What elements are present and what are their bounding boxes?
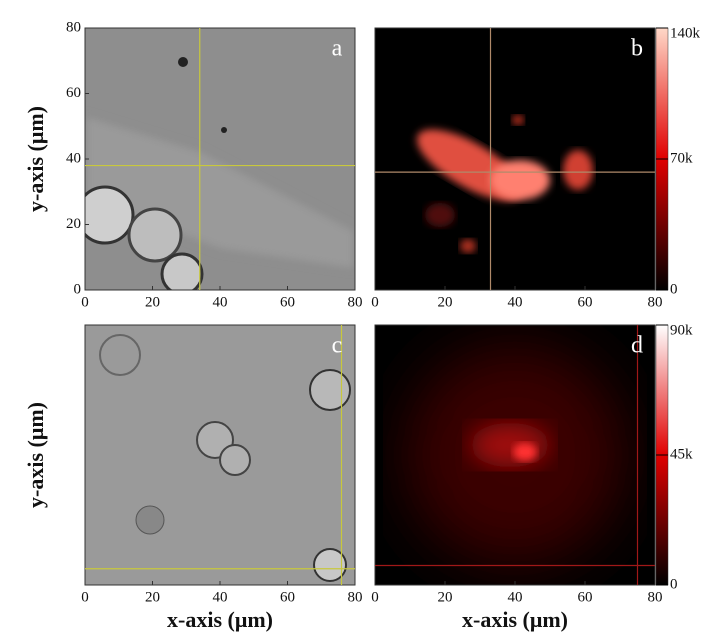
colorbar-tick-label: 90k [670, 322, 693, 338]
colorbar-tick-label: 45k [670, 446, 693, 462]
x-tick-label: 40 [213, 294, 228, 310]
image-b [375, 28, 655, 290]
x-tick-label: 20 [438, 589, 453, 605]
x-axis-label: x-axis (μm) [462, 607, 568, 632]
figure: a 0 20 40 60 80 0 20 40 60 80 y-axis (μm) b 0 20 40 60 80… [0, 0, 711, 637]
panel-label: c [332, 333, 343, 359]
x-tick-label: 0 [81, 294, 89, 310]
x-tick-label: 40 [213, 589, 228, 605]
x-tick-label: 80 [648, 294, 663, 310]
colorbar-tick-label: 140k [670, 25, 701, 41]
y-tick-label: 60 [66, 85, 81, 101]
x-tick-label: 60 [280, 294, 295, 310]
x-axis-label: x-axis (μm) [167, 607, 273, 632]
x-tick-label: 0 [371, 294, 379, 310]
x-tick-label: 20 [145, 589, 160, 605]
x-tick-label: 40 [508, 589, 523, 605]
y-axis-label: y-axis (μm) [23, 402, 48, 508]
panel-label: b [631, 36, 643, 62]
x-tick-label: 80 [348, 589, 363, 605]
x-tick-label: 80 [648, 589, 663, 605]
image-a [77, 28, 355, 294]
x-tick-label: 40 [508, 294, 523, 310]
x-tick-label: 20 [145, 294, 160, 310]
y-axis-label: y-axis (μm) [23, 106, 48, 212]
panel-label: a [332, 36, 343, 62]
x-tick-label: 20 [438, 294, 453, 310]
colorbar-tick-label: 70k [670, 150, 693, 166]
image-d [375, 325, 655, 585]
colorbar-tick-label: 0 [670, 576, 678, 592]
x-tick-label: 60 [578, 589, 593, 605]
x-tick-label: 0 [81, 589, 89, 605]
image-c [85, 325, 355, 585]
x-tick-label: 60 [280, 589, 295, 605]
y-tick-label: 80 [66, 19, 81, 35]
x-tick-label: 80 [348, 294, 363, 310]
panel-label: d [631, 333, 643, 359]
y-tick-label: 40 [66, 150, 81, 166]
y-tick-label: 20 [66, 216, 81, 232]
x-tick-label: 0 [371, 589, 379, 605]
x-tick-label: 60 [578, 294, 593, 310]
y-tick-label: 0 [74, 281, 82, 297]
colorbar-tick-label: 0 [670, 281, 678, 297]
